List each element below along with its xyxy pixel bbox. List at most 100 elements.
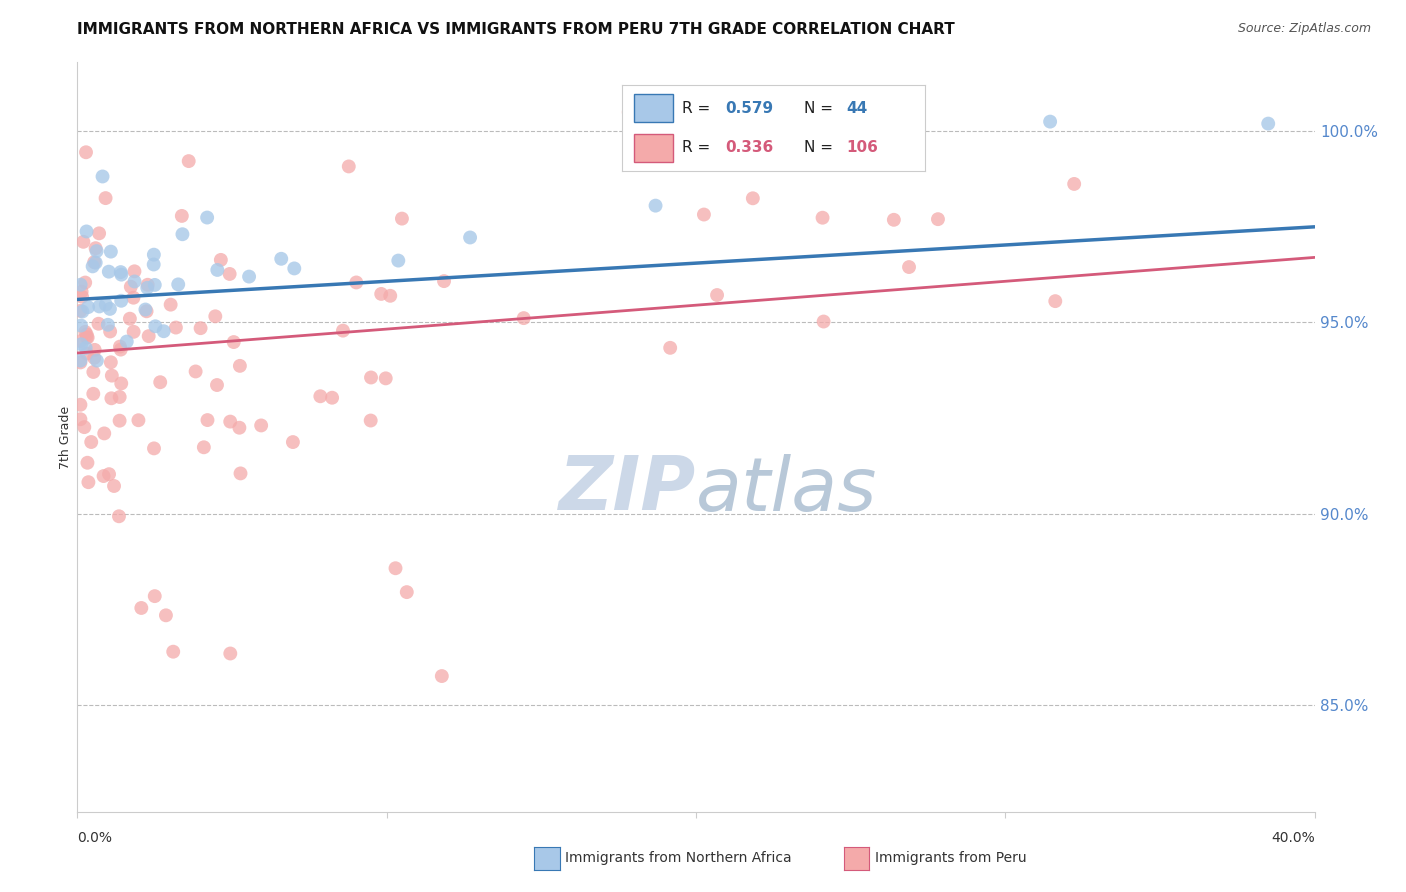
Point [155,608,177,623]
Point [197,413,219,427]
Point [82,260,104,274]
Text: atlas: atlas [696,453,877,525]
Point [110,268,132,282]
Point [152,324,174,338]
Point [209,252,232,267]
Point [374,371,396,385]
Point [69,277,91,292]
Point [741,191,763,205]
Point [110,265,132,279]
Point [77,475,100,490]
Point [76,346,98,360]
Point [101,368,124,383]
Bar [634,94,673,122]
Point [77,300,100,314]
Point [332,324,354,338]
Point [250,418,273,433]
Point [122,291,145,305]
Point [100,244,122,259]
Point [143,589,166,603]
Point [86,244,108,258]
Point [108,390,131,404]
Point [149,375,172,389]
Point [395,585,418,599]
Point [94,297,117,311]
Point [283,261,305,276]
Point [82,386,104,401]
Point [115,334,138,349]
Point [136,281,159,295]
Point [108,414,131,428]
Point [84,241,107,255]
Point [512,311,534,326]
Point [813,314,835,328]
Text: Source: ZipAtlas.com: Source: ZipAtlas.com [1237,22,1371,36]
Point [87,227,110,241]
Y-axis label: 7th Grade: 7th Grade [59,406,72,468]
Text: IMMIGRANTS FROM NORTHERN AFRICA VS IMMIGRANTS FROM PERU 7TH GRADE CORRELATION CH: IMMIGRANTS FROM NORTHERN AFRICA VS IMMIG… [77,22,955,37]
Point [75,145,97,160]
Point [1039,114,1062,128]
Point [927,212,949,227]
Point [118,311,141,326]
Point [136,277,159,292]
Point [80,435,103,450]
Text: R =: R = [682,140,716,155]
Point [97,318,120,332]
Point [82,365,104,379]
Point [238,269,260,284]
Text: 0.579: 0.579 [725,101,773,116]
Point [143,442,166,456]
Point [219,647,242,661]
Point [98,467,121,482]
Point [387,253,409,268]
Point [162,645,184,659]
Point [142,258,165,272]
Point [70,337,93,351]
Point [76,456,98,470]
Point [229,467,252,481]
Point [142,247,165,261]
Bar [634,134,673,162]
Point [898,260,921,274]
Text: ZIP: ZIP [558,453,696,526]
Point [108,340,131,354]
Point [309,389,332,403]
Point [228,420,250,434]
Point [76,327,98,342]
Text: 44: 44 [846,101,868,116]
Point [205,378,228,392]
Point [70,285,93,299]
Point [120,279,142,293]
Point [83,255,105,269]
Point [76,330,98,344]
Point [93,426,115,441]
Point [165,320,187,334]
Point [433,274,456,288]
Point [76,224,98,238]
Point [83,351,105,365]
Point [110,343,132,357]
Point [103,479,125,493]
Point [172,227,194,242]
Text: 40.0%: 40.0% [1271,830,1315,845]
Text: 0.0%: 0.0% [77,830,112,845]
Point [706,288,728,302]
Text: 0.336: 0.336 [725,140,773,155]
Point [370,287,392,301]
Point [70,290,93,304]
Point [70,318,93,333]
Point [73,420,96,434]
Point [1257,117,1279,131]
Point [659,341,682,355]
Point [337,160,360,174]
Point [170,209,193,223]
Point [76,330,98,344]
Point [195,211,218,225]
Point [86,353,108,368]
Point [69,398,91,412]
Point [72,304,94,318]
Point [98,325,121,339]
Point [167,277,190,292]
Point [458,230,481,244]
